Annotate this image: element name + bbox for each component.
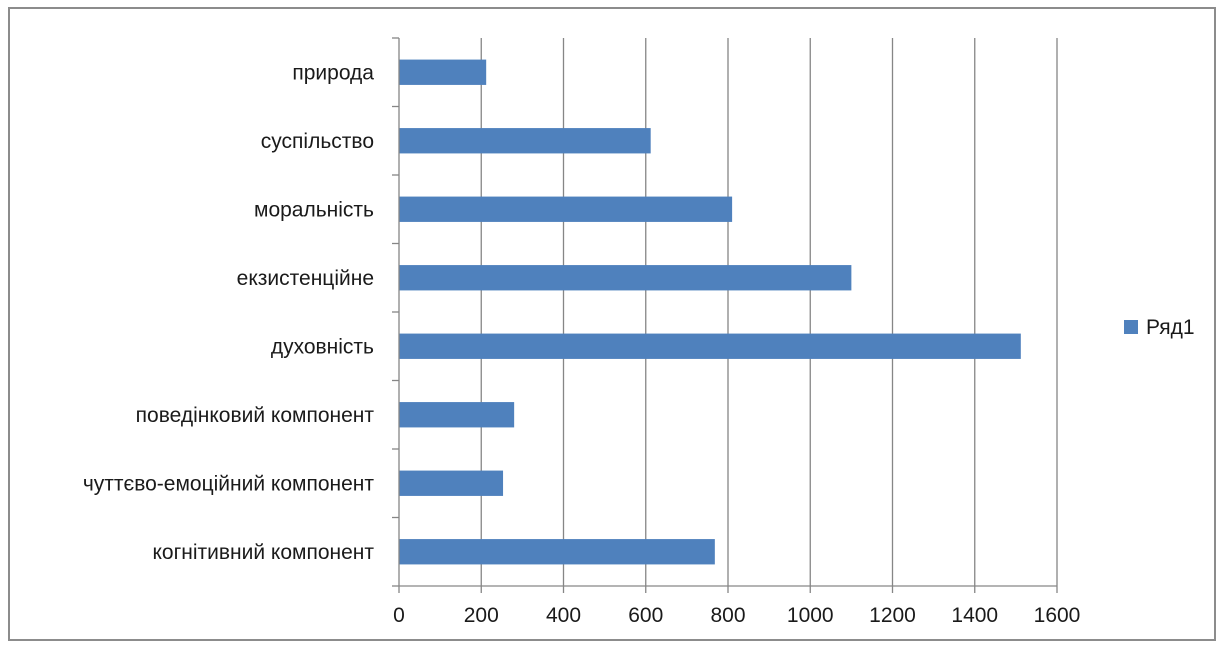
legend-label: Ряд1 [1146,316,1195,339]
category-label: чуттєво-емоційний компонент [83,472,375,495]
x-tick-label: 1000 [787,604,834,627]
legend: Ряд1 [1124,316,1195,339]
legend-swatch [1124,320,1138,334]
bar [399,402,515,428]
category-label: духовність [271,335,374,358]
bar [399,539,715,565]
bar [399,333,1021,359]
chart-border [8,7,1216,641]
x-tick-label: 1400 [951,604,998,627]
x-tick-label: 600 [628,604,663,627]
category-label: природа [292,61,374,84]
x-tick-label: 1200 [869,604,916,627]
category-label: поведінковий компонент [136,404,375,427]
bars [399,59,1021,565]
category-label: моральність [254,198,374,221]
x-tick-label: 0 [393,604,405,627]
labels: 0 200 400 600 800 1000 1200 1400 1600 когнітивний… [83,61,1081,627]
category-label: суспільство [261,130,374,153]
axes [392,37,1058,593]
x-tick-label: 800 [710,604,745,627]
bar [399,59,487,85]
bar [399,128,651,154]
x-tick-label: 1600 [1034,604,1081,627]
bar [399,265,852,291]
category-label: екзистенційне [237,267,374,290]
x-tick-label: 400 [546,604,581,627]
bar [399,196,733,222]
x-tick-label: 200 [464,604,499,627]
category-label: когнітивний компонент [152,541,374,564]
bar [399,470,504,496]
